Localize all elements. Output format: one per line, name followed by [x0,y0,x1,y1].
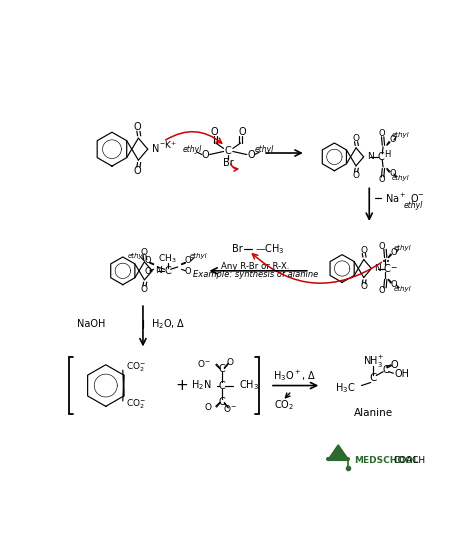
Text: O$^{-}$: O$^{-}$ [223,403,237,414]
Text: O: O [390,360,398,370]
Text: NaOH: NaOH [77,319,106,329]
Text: O: O [378,129,385,138]
Text: O: O [360,246,367,255]
Text: H$_2$O, Δ: H$_2$O, Δ [151,317,185,331]
Text: ethyl: ethyl [183,145,202,153]
Text: COACH: COACH [393,456,425,465]
Text: CO$_2^{-}$: CO$_2^{-}$ [126,360,146,374]
Text: O: O [389,135,396,145]
Text: CH$_3$: CH$_3$ [239,378,259,393]
Text: H$_2$N: H$_2$N [191,378,211,393]
Text: O: O [141,284,148,294]
Text: C: C [369,373,377,383]
Text: O: O [389,169,396,178]
Text: O: O [144,267,151,276]
Text: C: C [219,364,225,373]
Text: ••: •• [382,260,390,265]
Text: O: O [133,166,141,176]
Text: ethyl: ethyl [128,253,146,259]
Text: O: O [379,241,385,251]
Text: $^{-}$: $^{-}$ [390,265,398,275]
Text: C: C [219,398,225,408]
Text: Any R-Br or R-X.: Any R-Br or R-X. [221,262,290,271]
Text: ethyl: ethyl [393,245,411,251]
Text: O: O [378,175,385,184]
Text: N: N [152,144,159,154]
Text: ethyl: ethyl [393,286,411,293]
Text: O: O [144,256,151,265]
Text: +: + [175,378,188,393]
Text: CH$_3$: CH$_3$ [158,252,177,265]
Polygon shape [330,445,347,457]
Text: ethyl: ethyl [391,132,409,139]
Text: $^{-}$K$^{+}$: $^{-}$K$^{+}$ [159,140,177,151]
Text: Br: Br [223,158,234,168]
Text: ethyl: ethyl [404,201,423,210]
Text: C: C [225,146,232,156]
Text: Example: synthesis of alanine: Example: synthesis of alanine [193,270,318,279]
Text: O: O [238,127,246,137]
Text: C: C [377,152,384,162]
Text: MEDSCHOOL: MEDSCHOOL [354,456,419,465]
Text: O: O [353,170,359,180]
Text: O: O [379,287,385,295]
Text: O$^{-}$: O$^{-}$ [197,359,211,370]
Text: O: O [204,403,211,411]
Text: —CH$_3$: —CH$_3$ [255,243,285,256]
Text: O: O [226,358,233,367]
Text: O: O [391,280,397,289]
Text: ethyl: ethyl [190,253,208,259]
Text: C: C [383,263,390,273]
Text: O: O [184,256,191,265]
Text: O: O [141,248,148,257]
Text: CO$_2$: CO$_2$ [274,398,294,412]
Text: O: O [133,122,141,133]
Text: O: O [391,248,397,257]
Text: ethyl: ethyl [254,145,273,153]
Text: H: H [384,150,391,159]
Text: C: C [164,266,171,276]
Text: NH$_3^{+}$: NH$_3^{+}$ [363,354,384,371]
Text: OH: OH [395,369,410,379]
Text: O: O [360,282,367,292]
Text: O: O [201,150,209,160]
Text: Alanine: Alanine [354,408,392,417]
Text: O: O [184,267,191,276]
Text: H$_3$O$^+$, Δ: H$_3$O$^+$, Δ [273,368,317,383]
Text: N: N [374,264,381,273]
Text: Na$^+$ O$^{-}$: Na$^+$ O$^{-}$ [385,192,425,205]
Text: CO$_2^{-}$: CO$_2^{-}$ [126,397,146,411]
Text: N: N [155,266,162,276]
Text: C: C [219,381,225,390]
Text: ethyl: ethyl [391,175,409,182]
Text: O: O [210,127,218,137]
Text: O: O [247,150,255,160]
Text: Br: Br [232,244,243,254]
Text: C: C [383,365,390,375]
Text: O: O [353,134,359,143]
Text: H$_3$C: H$_3$C [335,381,356,395]
Text: N: N [367,152,374,161]
